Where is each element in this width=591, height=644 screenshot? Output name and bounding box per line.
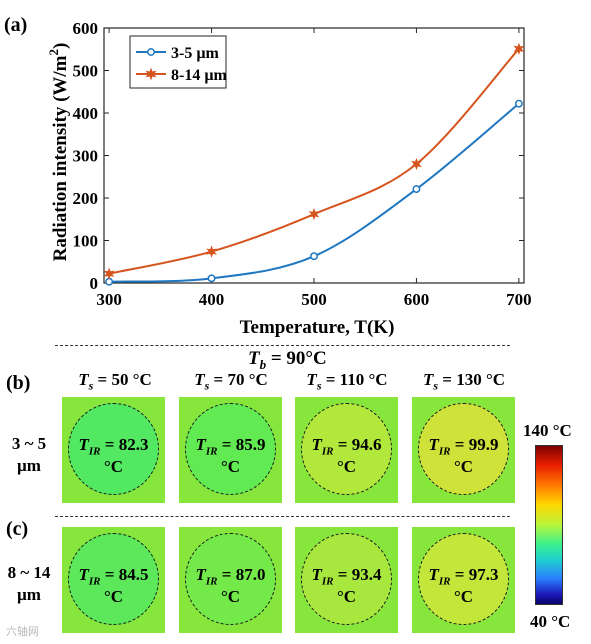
tb-title: Tb = 90°C xyxy=(248,348,327,372)
x-tick-label: 600 xyxy=(404,290,430,309)
tir-reading: TIR = 82.3 xyxy=(78,435,149,458)
tir-unit: °C xyxy=(103,457,124,476)
tir-unit: °C xyxy=(220,457,241,476)
legend-marker xyxy=(145,67,157,81)
ts-label-4: Ts = 130 °C xyxy=(422,370,506,393)
y-tick-label: 500 xyxy=(73,62,99,81)
tir-reading: TIR = 87.0 xyxy=(195,565,266,588)
tir-reading: TIR = 84.5 xyxy=(78,565,149,588)
tir-reading: TIR = 99.9 xyxy=(428,435,499,458)
y-tick-label: 600 xyxy=(73,19,99,38)
tir-unit: °C xyxy=(220,587,241,606)
divider-middle xyxy=(55,516,510,517)
x-tick-label: 500 xyxy=(301,290,327,309)
tir-reading: TIR = 85.9 xyxy=(195,435,266,458)
x-tick-label: 700 xyxy=(506,290,532,309)
target-region xyxy=(418,403,509,495)
data-point xyxy=(411,157,422,171)
y-tick-label: 300 xyxy=(73,147,99,166)
target-region xyxy=(68,403,159,495)
data-point xyxy=(206,245,217,258)
thermal-image-b4: TIR = 99.9 °C xyxy=(412,397,515,503)
thermal-image-c1: TIR = 84.5 °C xyxy=(62,527,165,633)
y-axis-label: Radiation intensity (W/m2) xyxy=(46,43,71,262)
data-point xyxy=(308,207,320,221)
watermark: 六轴网 xyxy=(6,625,39,638)
tir-unit: °C xyxy=(453,457,474,476)
data-point xyxy=(513,42,525,55)
legend-label: 8-14 µm xyxy=(171,67,228,84)
tir-unit: °C xyxy=(453,587,474,606)
legend-marker xyxy=(147,48,155,56)
panel-b-label: (b) xyxy=(6,372,31,394)
tir-reading: TIR = 97.3 xyxy=(428,565,499,588)
x-axis-label: Temperature, T(K) xyxy=(240,317,395,338)
panel-c-label: (c) xyxy=(6,518,29,540)
row-b-wavelength-label: 3 ~ 5 µm xyxy=(11,434,47,475)
thermal-image-c2: TIR = 87.0 °C xyxy=(179,527,282,633)
data-point xyxy=(103,267,115,280)
x-tick-label: 400 xyxy=(199,290,225,309)
line-chart: 300 400 500 600 700 0 100 200 300 400 500 600 3-5 µ… xyxy=(46,19,532,338)
colorbar-max-label: 140 °C xyxy=(523,421,572,440)
panel-a-label: (a) xyxy=(4,14,28,36)
data-point xyxy=(310,252,318,261)
y-tick-label: 100 xyxy=(73,232,99,251)
ts-label-2: Ts = 70 °C xyxy=(194,370,268,393)
target-region xyxy=(301,403,392,495)
y-tick-label: 400 xyxy=(73,104,99,123)
data-point xyxy=(207,274,216,283)
thermal-image-b2: TIR = 85.9 °C xyxy=(179,397,282,503)
target-region xyxy=(418,533,509,625)
divider-top xyxy=(55,345,510,346)
row-c-wavelength-label: 8 ~ 14 µm xyxy=(7,563,51,604)
legend-label: 3-5 µm xyxy=(171,45,220,62)
thermal-image-c3: TIR = 93.4 °C xyxy=(295,527,398,633)
data-point xyxy=(514,99,523,108)
colorbar xyxy=(535,445,563,605)
y-tick-label: 0 xyxy=(90,274,99,293)
tir-unit: °C xyxy=(336,457,357,476)
colorbar-min-label: 40 °C xyxy=(530,612,571,631)
target-region xyxy=(185,533,276,625)
thermal-image-c4: TIR = 97.3 °C xyxy=(412,527,515,633)
tir-reading: TIR = 94.6 xyxy=(311,435,382,458)
tir-reading: TIR = 93.4 xyxy=(311,565,382,588)
data-point xyxy=(412,185,421,194)
thermal-image-b3: TIR = 94.6 °C xyxy=(295,397,398,503)
target-region xyxy=(185,403,276,495)
ts-label-1: Ts = 50 °C xyxy=(78,370,152,393)
legend-box xyxy=(129,35,227,89)
tir-unit: °C xyxy=(336,587,357,606)
target-region xyxy=(301,533,392,625)
x-tick-label: 300 xyxy=(96,290,122,309)
tir-unit: °C xyxy=(103,587,124,606)
ts-label-3: Ts = 110 °C xyxy=(306,370,388,393)
y-tick-label: 200 xyxy=(73,189,99,208)
target-region xyxy=(68,533,159,625)
thermal-image-b1: TIR = 82.3 °C xyxy=(62,397,165,503)
